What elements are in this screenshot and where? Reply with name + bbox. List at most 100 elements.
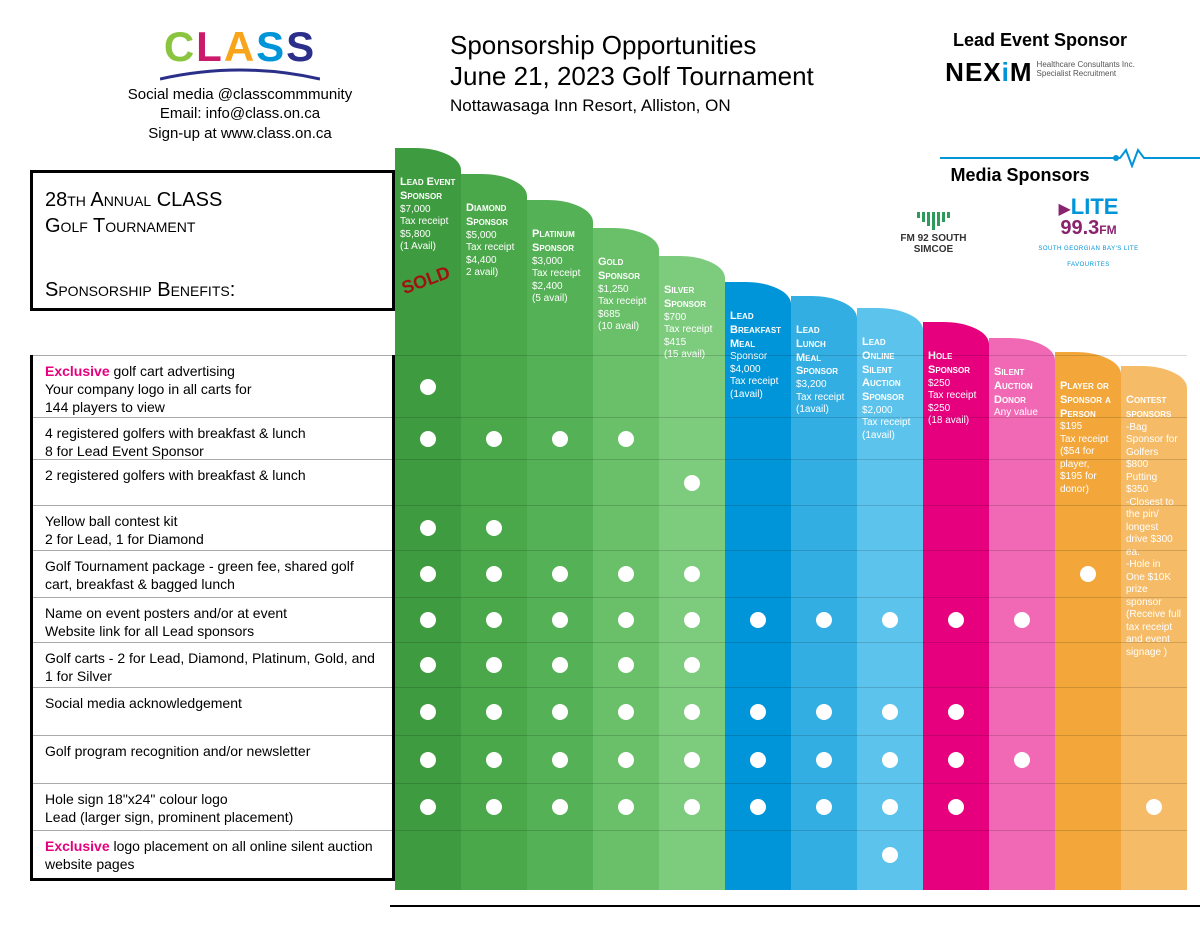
included-dot-icon (882, 799, 898, 815)
cell (923, 597, 989, 642)
cell (395, 642, 461, 687)
included-dot-icon (486, 752, 502, 768)
cell (989, 830, 1055, 878)
included-dot-icon (684, 752, 700, 768)
cell (527, 417, 593, 459)
cell (923, 687, 989, 735)
cell (395, 417, 461, 459)
cell (1121, 597, 1187, 642)
included-dot-icon (486, 799, 502, 815)
cell (923, 642, 989, 687)
included-dot-icon (420, 520, 436, 536)
benefit-text: Golf carts - 2 for Lead, Diamond, Platin… (45, 650, 375, 684)
included-dot-icon (750, 612, 766, 628)
cell (1121, 735, 1187, 783)
title-block: Sponsorship Opportunities June 21, 2023 … (450, 30, 814, 116)
included-dot-icon (618, 657, 634, 673)
logo-letter: L (196, 23, 224, 70)
included-dot-icon (750, 752, 766, 768)
benefit-row: Social media acknowledgement (33, 687, 392, 735)
lane-cells (593, 355, 659, 878)
cell (857, 830, 923, 878)
cell (791, 783, 857, 830)
header: CLASS Social media @classcommmunity Emai… (0, 20, 1200, 160)
included-dot-icon (552, 799, 568, 815)
included-dot-icon (750, 799, 766, 815)
included-dot-icon (1014, 752, 1030, 768)
cell (791, 459, 857, 505)
benefit-text: Yellow ball contest kit2 for Lead, 1 for… (45, 513, 204, 547)
included-dot-icon (420, 752, 436, 768)
signup-line: Sign-up at www.class.on.ca (90, 124, 390, 144)
cell (923, 550, 989, 597)
cell (725, 783, 791, 830)
cell (659, 830, 725, 878)
included-dot-icon (684, 657, 700, 673)
lane-donor: Silent Auction DonorAny value (989, 360, 1055, 890)
cell (1055, 830, 1121, 878)
cell (527, 459, 593, 505)
fm92-logo: FM 92 SOUTH SIMCOE (880, 212, 987, 255)
cell (461, 783, 527, 830)
included-dot-icon (618, 612, 634, 628)
cell (725, 355, 791, 417)
cell (527, 830, 593, 878)
nexim-logo: NEXiM (945, 57, 1032, 88)
cell (1121, 830, 1187, 878)
sold-stamp: SOLD (399, 262, 453, 299)
benefit-row: Golf carts - 2 for Lead, Diamond, Platin… (33, 642, 392, 687)
cell (989, 783, 1055, 830)
benefit-text: Hole sign 18"x24" colour logoLead (large… (45, 791, 293, 825)
cell (593, 550, 659, 597)
cell (857, 597, 923, 642)
cell (659, 505, 725, 550)
included-dot-icon (618, 704, 634, 720)
cell (989, 735, 1055, 783)
lead-sponsor-block: Lead Event Sponsor NEXiM Healthcare Cons… (910, 30, 1170, 88)
cell (1055, 459, 1121, 505)
cell (857, 417, 923, 459)
media-sponsors-block: Media Sponsors FM 92 SOUTH SIMCOE ▶LITE … (880, 165, 1160, 270)
cell (857, 687, 923, 735)
lane-tab (923, 322, 989, 344)
benefit-text: Name on event posters and/or at eventWeb… (45, 605, 287, 639)
included-dot-icon (1146, 799, 1162, 815)
cell (1121, 417, 1187, 459)
cell (593, 597, 659, 642)
included-dot-icon (552, 752, 568, 768)
included-dot-icon (420, 657, 436, 673)
cell (989, 597, 1055, 642)
cell (659, 687, 725, 735)
title-line2: June 21, 2023 Golf Tournament (450, 61, 814, 92)
lite-logo: ▶LITE 99.3FM SOUTH GEORGIAN BAY'S LITE F… (1017, 196, 1160, 270)
cell (659, 417, 725, 459)
cell (791, 597, 857, 642)
cell (1121, 642, 1187, 687)
cell (527, 355, 593, 417)
cell (1121, 459, 1187, 505)
cell (593, 830, 659, 878)
lane-header: Platinum Sponsor$3,000Tax receipt$2,400(… (527, 222, 593, 310)
cell (989, 687, 1055, 735)
lane-tab (791, 296, 857, 318)
media-label: Media Sponsors (880, 165, 1160, 186)
included-dot-icon (618, 566, 634, 582)
logo-letter: S (286, 23, 316, 70)
cell (527, 597, 593, 642)
included-dot-icon (486, 566, 502, 582)
cell (593, 459, 659, 505)
benefits-header-box: 28th Annual CLASS Golf Tournament Sponso… (30, 170, 395, 311)
included-dot-icon (816, 799, 832, 815)
cell (1121, 355, 1187, 417)
lane-contest: Contest sponsors-Bag Sponsor for Golfers… (1121, 388, 1187, 890)
cell (857, 550, 923, 597)
cell (659, 783, 725, 830)
lane-cells (989, 355, 1055, 878)
cell (593, 687, 659, 735)
cell (527, 783, 593, 830)
lane-hole: Hole Sponsor$250Tax receipt$250(18 avail… (923, 344, 989, 890)
cell (857, 459, 923, 505)
benefit-row: Hole sign 18"x24" colour logoLead (large… (33, 783, 392, 830)
cell (725, 687, 791, 735)
cell (593, 505, 659, 550)
